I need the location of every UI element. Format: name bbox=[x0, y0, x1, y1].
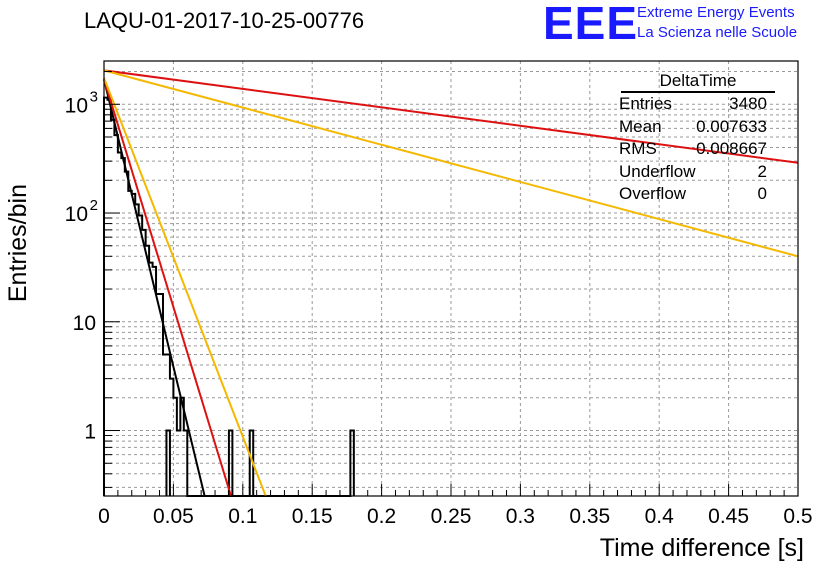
fit-red-shallow bbox=[103, 69, 799, 164]
fit-orange-steep bbox=[103, 77, 267, 497]
grid bbox=[103, 61, 799, 496]
stats-value: 3480 bbox=[729, 94, 767, 113]
x-tick-label: 0.4 bbox=[645, 505, 675, 528]
y-tick-label: 10 bbox=[73, 312, 96, 335]
x-tick-label: 0.5 bbox=[783, 505, 812, 528]
stats-label: Overflow bbox=[619, 184, 687, 204]
y-tick-exponent: 3 bbox=[90, 88, 98, 105]
stats-label: Underflow bbox=[619, 161, 696, 181]
stats-row: RMS 0.008667 bbox=[611, 138, 781, 161]
stats-row: Underflow 2 bbox=[611, 161, 781, 184]
fit-orange-shallow bbox=[103, 69, 799, 258]
fit-red-steep bbox=[103, 78, 232, 497]
stats-label: Mean bbox=[619, 116, 662, 136]
x-tick-label: 0.1 bbox=[228, 505, 257, 528]
histogram bbox=[103, 96, 355, 497]
x-tick-label: 0.05 bbox=[153, 505, 194, 528]
eee-tagline-2: La Scienza nelle Scuole bbox=[637, 24, 798, 41]
stats-box: DeltaTime Entries 3480 Mean 0.007633 RMS… bbox=[611, 70, 781, 206]
y-tick-label: 10 bbox=[65, 203, 88, 226]
axes: 0 0.05 0.1 0.15 0.2 0.25 0.3 0.35 0.4 0.45 0.5 1 10 1… bbox=[65, 60, 813, 528]
stats-row: Mean 0.007633 bbox=[611, 116, 781, 139]
x-tick-label: 0.35 bbox=[569, 505, 610, 528]
stats-value: 0 bbox=[757, 184, 767, 204]
histogram-bin bbox=[165, 429, 171, 496]
x-axis-label: Time difference [s] bbox=[599, 534, 804, 562]
stats-value: 2 bbox=[757, 161, 767, 181]
y-tick-label: 10 bbox=[65, 94, 88, 117]
fit-black bbox=[103, 78, 206, 497]
x-tick-label: 0.25 bbox=[431, 505, 472, 528]
stats-title: DeltaTime bbox=[621, 70, 775, 93]
x-tick-label: 0 bbox=[98, 505, 110, 528]
chart-title: LAQU-01-2017-10-25-00776 bbox=[84, 8, 365, 33]
eee-logo: EEE bbox=[543, 0, 639, 49]
stats-value: 0.008667 bbox=[696, 139, 767, 159]
stats-value: 0.007633 bbox=[696, 116, 767, 136]
eee-tagline-1: Extreme Energy Events bbox=[637, 4, 795, 21]
x-tick-label: 0.45 bbox=[708, 505, 749, 528]
stats-row: Overflow 0 bbox=[611, 183, 781, 206]
stats-label: RMS bbox=[619, 139, 657, 159]
x-tick-label: 0.3 bbox=[506, 505, 535, 528]
y-tick-exponent: 2 bbox=[90, 197, 98, 214]
stats-row: Entries 3480 bbox=[611, 93, 781, 116]
stats-label: Entries bbox=[619, 94, 672, 113]
y-axis-label: Entries/bin bbox=[4, 184, 32, 303]
y-tick-label: 1 bbox=[84, 421, 96, 444]
fit-curves bbox=[103, 69, 799, 497]
x-tick-label: 0.2 bbox=[367, 505, 396, 528]
x-tick-label: 0.15 bbox=[292, 505, 333, 528]
histogram-bin bbox=[227, 429, 234, 496]
